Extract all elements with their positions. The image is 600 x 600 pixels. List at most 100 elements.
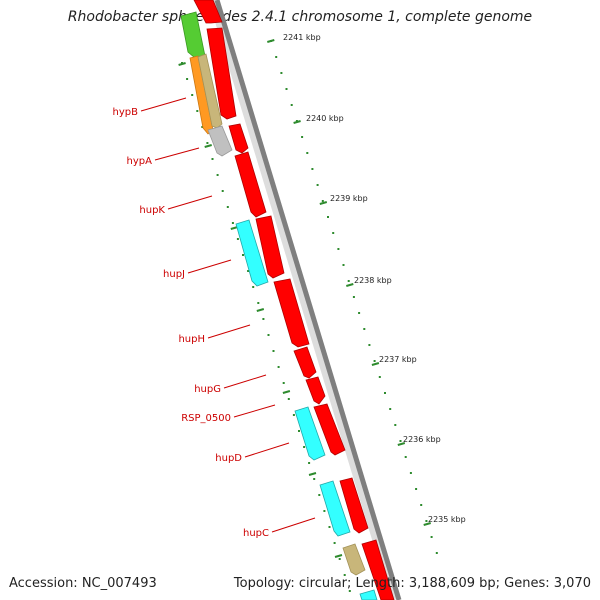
- scale-dot: [337, 248, 340, 250]
- gene-label-rsp0500: RSP_0500: [181, 413, 231, 424]
- gene-label-hupJ: hupJ: [163, 269, 185, 280]
- scale-dot: [196, 110, 199, 112]
- scale-dot: [342, 264, 345, 266]
- scale-dot: [343, 574, 346, 576]
- scale-tick: [334, 554, 343, 558]
- scale-dot: [378, 376, 381, 378]
- accession-text: Accession: NC_007493: [9, 576, 157, 591]
- scale-dot: [292, 414, 295, 416]
- scale-dot: [348, 590, 351, 592]
- other-genes: [180, 11, 378, 600]
- scale-dot: [313, 478, 316, 480]
- scale-label-2241: 2241 kbp: [283, 33, 321, 42]
- scale-dot: [216, 174, 219, 176]
- scale-dot: [186, 78, 189, 80]
- scale-tick: [397, 442, 406, 446]
- scale-dot: [435, 552, 438, 554]
- forward-gene: [255, 215, 285, 279]
- gene-label-hypB: hypB: [113, 107, 139, 118]
- scale-dot: [321, 200, 324, 202]
- scale-dot: [373, 360, 376, 362]
- backbone: [208, 0, 402, 600]
- forward-gene: [361, 539, 395, 600]
- forward-gene: [293, 346, 317, 379]
- scale-tick: [293, 120, 301, 124]
- scale-tick: [267, 39, 275, 43]
- scale-dots: [181, 40, 438, 592]
- forward-strand-genes: [193, 0, 395, 600]
- scale-dot: [206, 142, 209, 144]
- forward-gene: [305, 376, 326, 405]
- scale-dot: [211, 158, 214, 160]
- scale-dot: [352, 296, 355, 298]
- forward-gene: [193, 0, 223, 24]
- scale-dot: [311, 168, 314, 170]
- scale-dot: [323, 510, 326, 512]
- scale-dot: [236, 238, 239, 240]
- scale-tick: [423, 522, 431, 526]
- scale-dot: [277, 366, 280, 368]
- scale-dot: [298, 430, 300, 432]
- scale-dot: [262, 318, 265, 320]
- scale-dot: [368, 344, 371, 346]
- scale-dot: [415, 488, 418, 490]
- gene-label-hupG: hupG: [194, 384, 221, 395]
- scale-dot: [272, 350, 275, 352]
- scale-dot: [295, 120, 298, 122]
- scale-dot: [327, 216, 329, 218]
- scale-label-2237: 2237 kbp: [379, 355, 417, 364]
- cyan-gene: [319, 480, 351, 537]
- scale-label-2240: 2240 kbp: [306, 114, 344, 123]
- scale-dot: [404, 456, 407, 458]
- scale-label-2235: 2235 kbp: [428, 515, 466, 524]
- scale-tick: [256, 308, 265, 312]
- scale-dot: [267, 334, 270, 336]
- scale-dot: [389, 408, 392, 410]
- scale-dot: [384, 392, 386, 394]
- scale-tick: [308, 472, 317, 476]
- scale-dot: [282, 382, 285, 384]
- forward-gene: [273, 278, 310, 348]
- scale-dot: [328, 526, 331, 528]
- green-gene: [180, 11, 206, 59]
- scale-dot: [318, 494, 321, 496]
- scale-dot: [394, 424, 397, 426]
- scale-dot: [308, 462, 311, 464]
- topology-summary: Topology: circular; Length: 3,188,609 bp…: [233, 576, 591, 591]
- gray-gene: [207, 125, 233, 157]
- cyan-gene: [359, 589, 378, 600]
- scale-dot: [226, 206, 229, 208]
- scale-dot: [430, 536, 433, 538]
- forward-gene: [206, 27, 237, 120]
- olive-gene: [342, 543, 366, 576]
- scale-dot: [363, 328, 366, 330]
- forward-gene: [313, 403, 346, 456]
- scale-ticks: [178, 39, 431, 558]
- gene-label-hypA: hypA: [127, 156, 153, 167]
- scale-dot: [301, 136, 304, 138]
- scale-dot: [285, 88, 288, 90]
- scale-dot: [242, 254, 244, 256]
- scale-dot: [303, 446, 306, 448]
- scale-dot: [409, 472, 412, 474]
- scale-dot: [247, 270, 250, 272]
- cyan-gene: [294, 406, 326, 461]
- scale-dot: [332, 232, 335, 234]
- gene-leaders: [140, 97, 316, 533]
- scale-label-group: 2241 kbp 2240 kbp 2239 kbp 2238 kbp 2237…: [283, 33, 466, 524]
- scale-tick: [371, 362, 380, 366]
- scale-dot: [316, 184, 319, 186]
- scale-dot: [275, 56, 278, 58]
- gene-label-hupD: hupD: [215, 453, 242, 464]
- scale-tick: [178, 62, 186, 66]
- scale-tick: [319, 201, 328, 205]
- scale-dot: [399, 440, 402, 442]
- scale-dot: [231, 222, 234, 224]
- gene-label-group: hypB hypA hupK hupJ hupH hupG RSP_0500 h…: [113, 107, 269, 539]
- olive-gene: [197, 53, 223, 129]
- scale-label-2238: 2238 kbp: [354, 276, 392, 285]
- scale-dot: [347, 280, 350, 282]
- gene-label-hupC: hupC: [243, 528, 269, 539]
- scale-dot: [290, 104, 293, 106]
